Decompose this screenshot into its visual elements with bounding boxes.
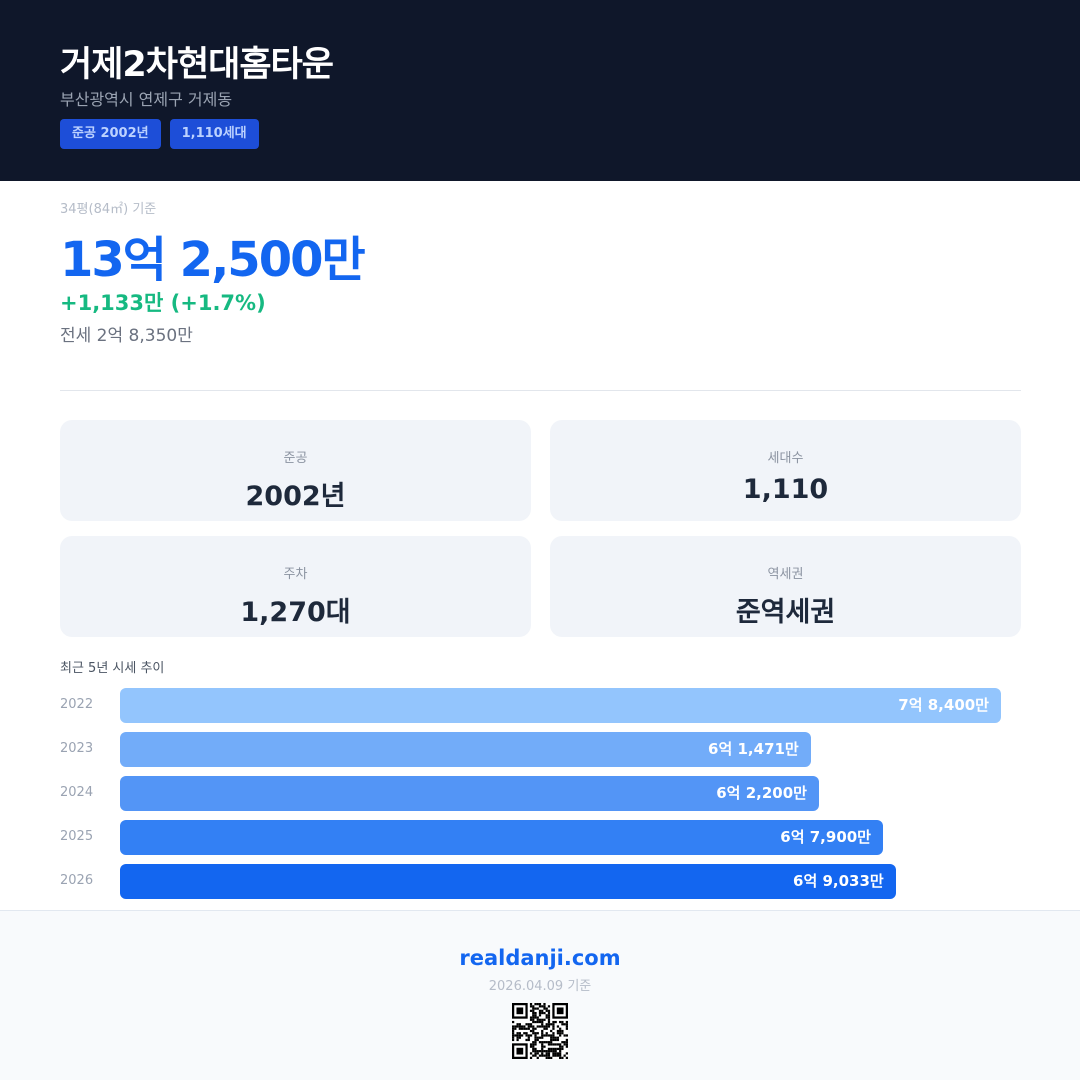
bar-value-label: 7억 8,400만 bbox=[898, 696, 989, 714]
year-label: 2024 bbox=[60, 785, 94, 800]
bar-2026: 6억 9,033만 bbox=[120, 864, 896, 899]
bar-value-label: 6억 1,471만 bbox=[708, 740, 799, 758]
bar-2024: 6억 2,200만 bbox=[120, 776, 819, 811]
qr-code[interactable] bbox=[512, 1003, 568, 1059]
complex-title: 거제2차현대홈타운 bbox=[60, 45, 334, 85]
year-label: 2026 bbox=[60, 873, 94, 888]
divider bbox=[60, 390, 1021, 391]
card-parking: 주차 1,270대 bbox=[60, 536, 531, 637]
card-value: 2002년 bbox=[245, 481, 346, 512]
footer: realdanji.com 2026.04.09 기준 bbox=[0, 910, 1080, 1080]
header: 거제2차현대홈타운 부산광역시 연제구 거제동 준공 2002년 1,110세대 bbox=[0, 0, 1080, 181]
year-label: 2025 bbox=[60, 829, 94, 844]
bar-value-label: 6억 7,900만 bbox=[780, 828, 871, 846]
price-value: 13억 2,500만 bbox=[60, 232, 366, 288]
badge-households: 1,110세대 bbox=[169, 119, 259, 149]
jeonse-price: 전세 2억 8,350만 bbox=[60, 326, 193, 346]
card-label: 준공 bbox=[283, 451, 308, 466]
bar-2023: 6억 1,471만 bbox=[120, 732, 811, 767]
card-label: 역세권 bbox=[767, 567, 804, 582]
card-value: 1,110 bbox=[742, 474, 829, 505]
bar-2022: 7억 8,400만 bbox=[120, 688, 1001, 723]
year-label: 2023 bbox=[60, 741, 94, 756]
card-completion: 준공 2002년 bbox=[60, 420, 531, 521]
site-link[interactable]: realdanji.com bbox=[459, 946, 621, 970]
chart-title: 최근 5년 시세 추이 bbox=[60, 661, 165, 676]
card-value: 1,270대 bbox=[240, 597, 351, 628]
badge-completion: 준공 2002년 bbox=[60, 119, 161, 149]
card-households: 세대수 1,110 bbox=[550, 420, 1021, 521]
price-basis: 34평(84㎡) 기준 bbox=[60, 202, 157, 217]
price-change: +1,133만 (+1.7%) bbox=[60, 291, 266, 315]
bar-2025: 6억 7,900만 bbox=[120, 820, 883, 855]
card-label: 주차 bbox=[283, 567, 308, 582]
card-label: 세대수 bbox=[767, 451, 804, 466]
bar-value-label: 6억 9,033만 bbox=[793, 872, 884, 890]
year-label: 2022 bbox=[60, 697, 94, 712]
card-value: 준역세권 bbox=[735, 597, 836, 628]
bar-value-label: 6억 2,200만 bbox=[716, 784, 807, 802]
data-date: 2026.04.09 기준 bbox=[488, 979, 592, 994]
address: 부산광역시 연제구 거제동 bbox=[60, 90, 233, 109]
